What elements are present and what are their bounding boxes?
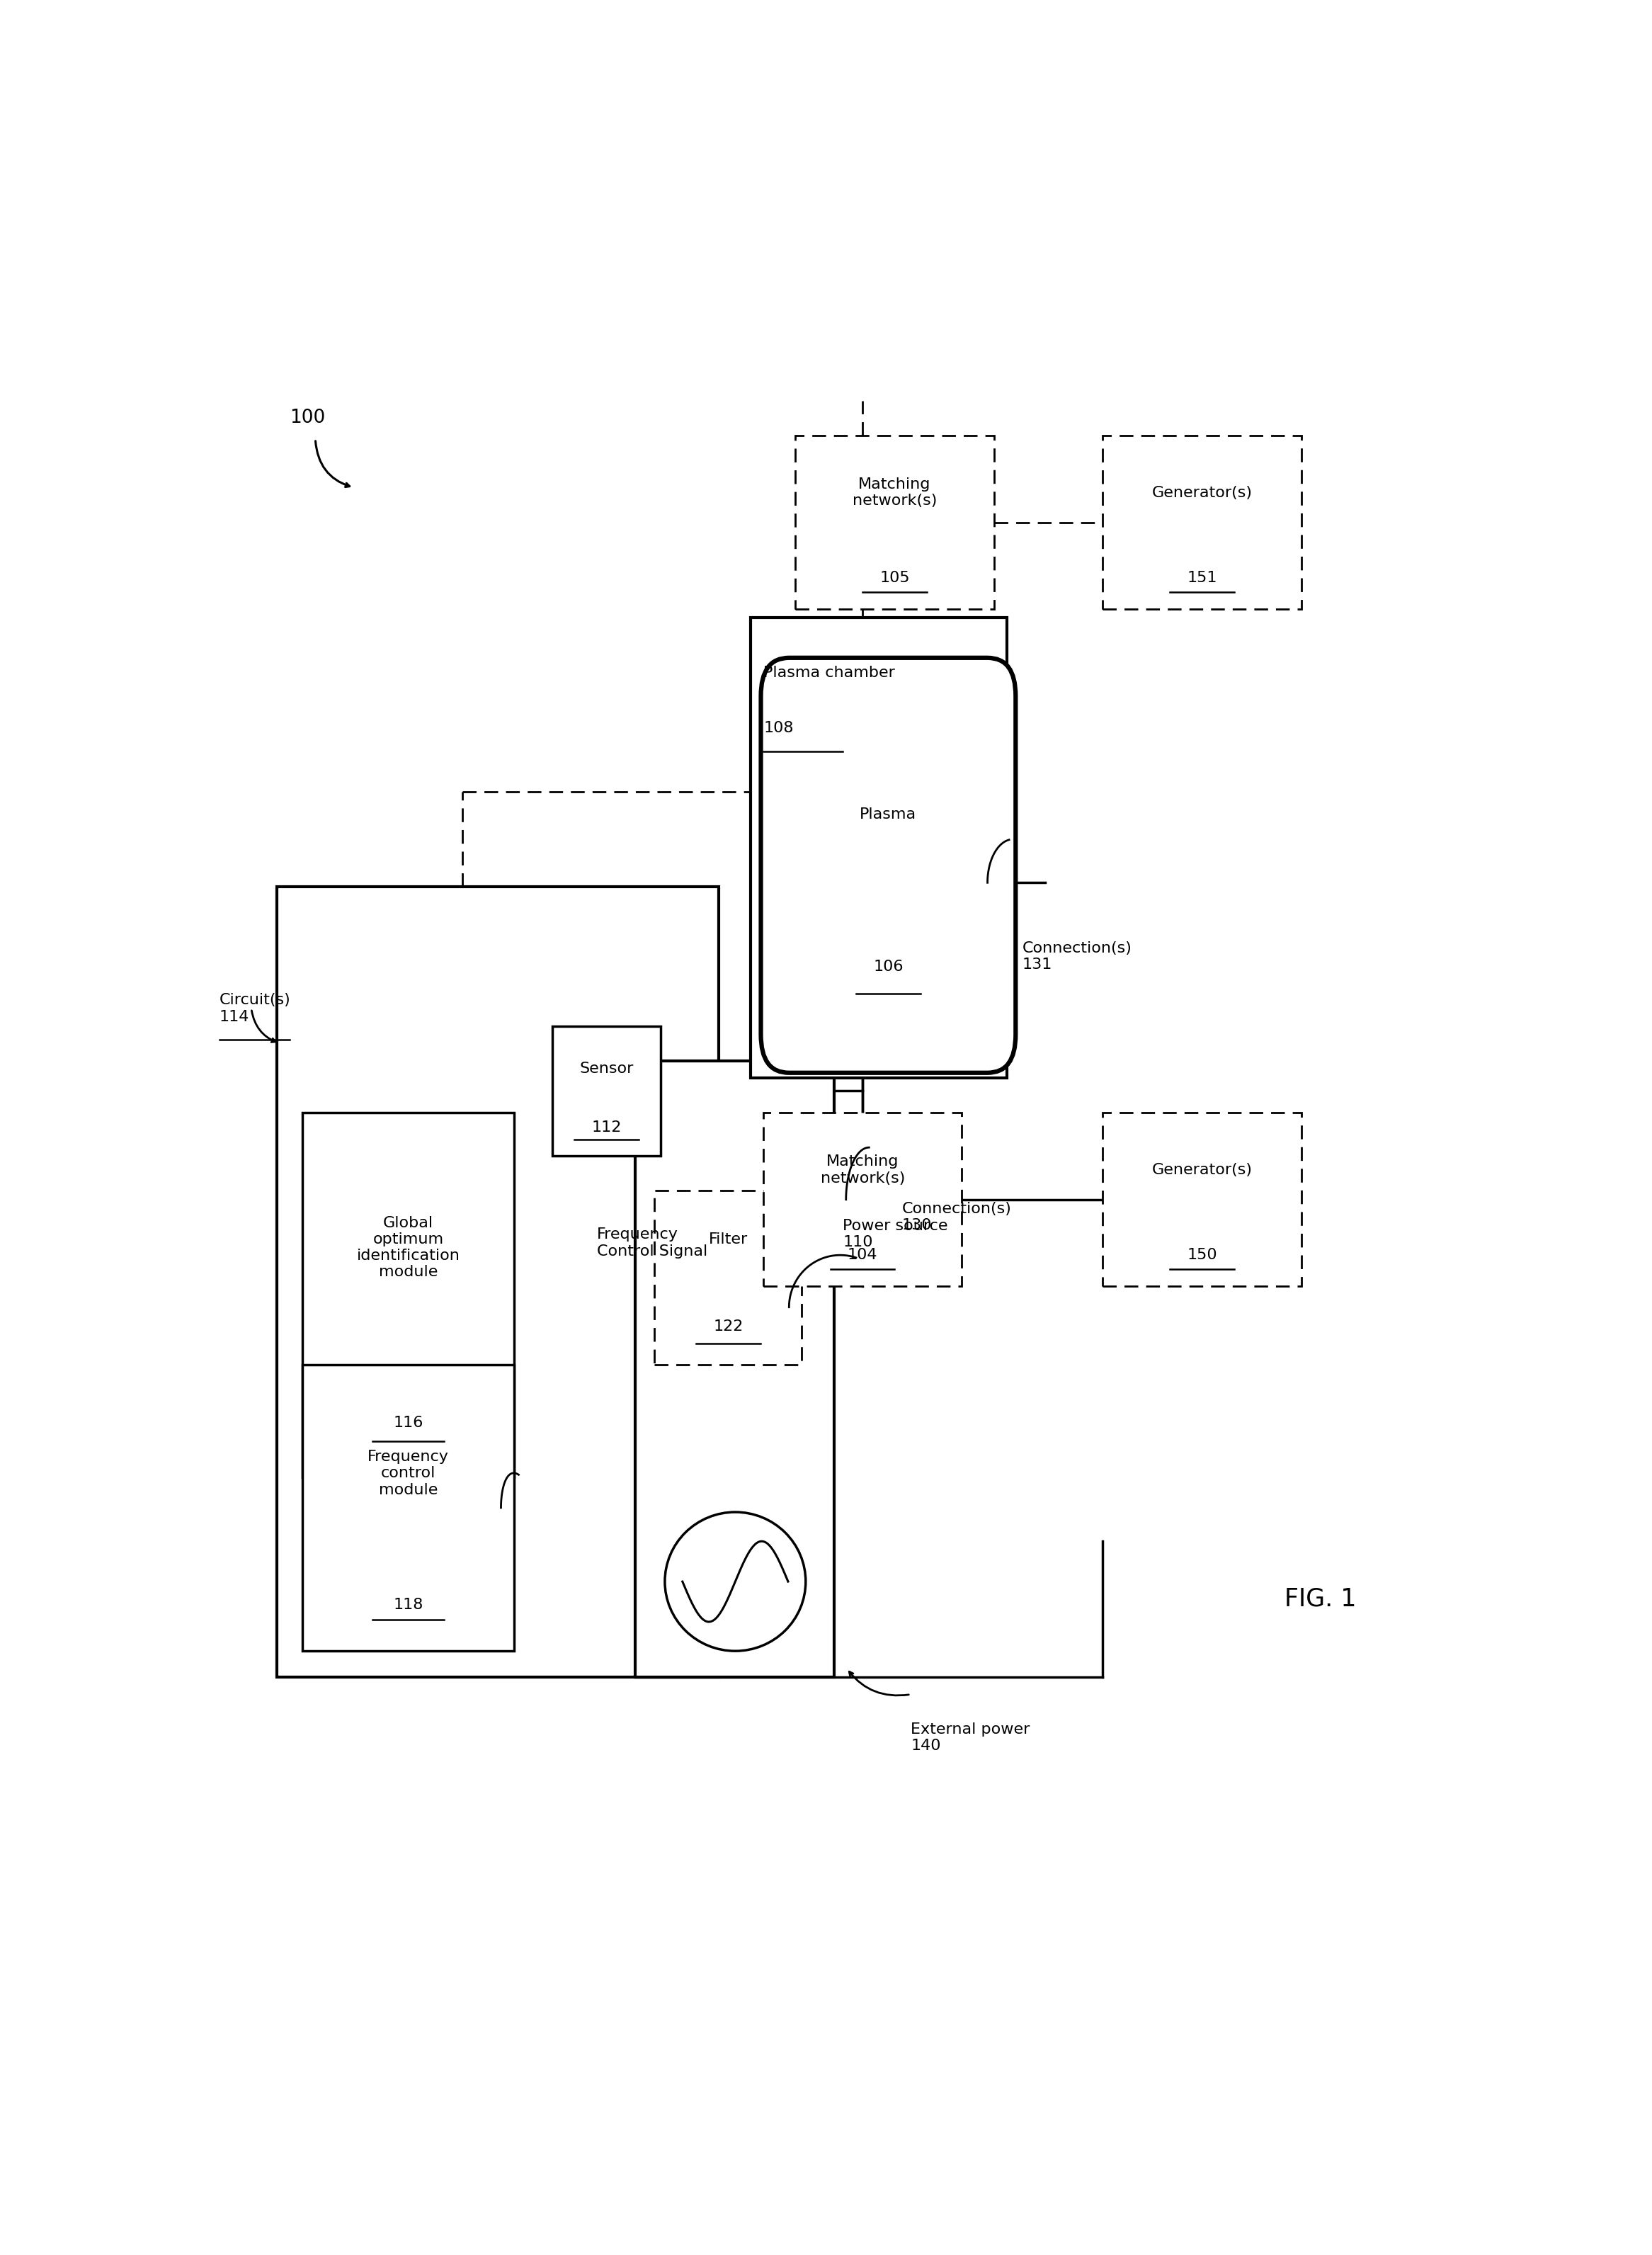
Text: 122: 122	[714, 1319, 743, 1333]
Text: 104: 104	[847, 1247, 877, 1263]
Text: External power
140: External power 140	[910, 1723, 1029, 1752]
Text: 118: 118	[393, 1599, 423, 1612]
Text: Matching
network(s): Matching network(s)	[852, 478, 937, 507]
Text: 106: 106	[874, 961, 904, 974]
Bar	[302, 1364, 514, 1651]
Text: FIG. 1: FIG. 1	[1284, 1588, 1356, 1610]
Text: Power source
110: Power source 110	[843, 1220, 948, 1249]
Text: Frequency
control
module: Frequency control module	[367, 1450, 449, 1497]
Bar	[552, 1026, 661, 1157]
FancyBboxPatch shape	[762, 658, 1016, 1073]
Text: Filter: Filter	[709, 1233, 748, 1247]
Text: Plasma: Plasma	[861, 807, 917, 821]
Bar	[1104, 435, 1302, 609]
Text: 112: 112	[591, 1121, 621, 1134]
Bar	[636, 1060, 834, 1678]
Text: Sensor: Sensor	[580, 1062, 634, 1076]
Text: Global
optimum
identification
module: Global optimum identification module	[357, 1215, 459, 1279]
Bar	[302, 1112, 514, 1477]
Bar	[750, 618, 1006, 1078]
Text: 150: 150	[1186, 1247, 1218, 1263]
Text: 108: 108	[763, 722, 793, 735]
Bar	[796, 435, 995, 609]
Ellipse shape	[664, 1513, 806, 1651]
Text: 151: 151	[1186, 571, 1218, 584]
Text: Plasma chamber: Plasma chamber	[763, 665, 895, 681]
Text: Circuit(s)
114: Circuit(s) 114	[220, 992, 291, 1024]
Bar	[763, 1112, 961, 1285]
Text: Generator(s): Generator(s)	[1151, 1164, 1252, 1177]
Bar	[1104, 1112, 1302, 1285]
Text: 100: 100	[289, 408, 325, 428]
Text: Connection(s)
131: Connection(s) 131	[1023, 940, 1132, 972]
Text: 105: 105	[879, 571, 910, 584]
Text: 116: 116	[393, 1416, 423, 1430]
Bar	[278, 886, 719, 1678]
Text: Connection(s)
130: Connection(s) 130	[902, 1202, 1011, 1231]
Text: Generator(s): Generator(s)	[1151, 485, 1252, 501]
Bar	[654, 1191, 801, 1364]
Text: Matching
network(s): Matching network(s)	[821, 1155, 905, 1186]
Text: Frequency
Control Signal: Frequency Control Signal	[596, 1227, 707, 1258]
